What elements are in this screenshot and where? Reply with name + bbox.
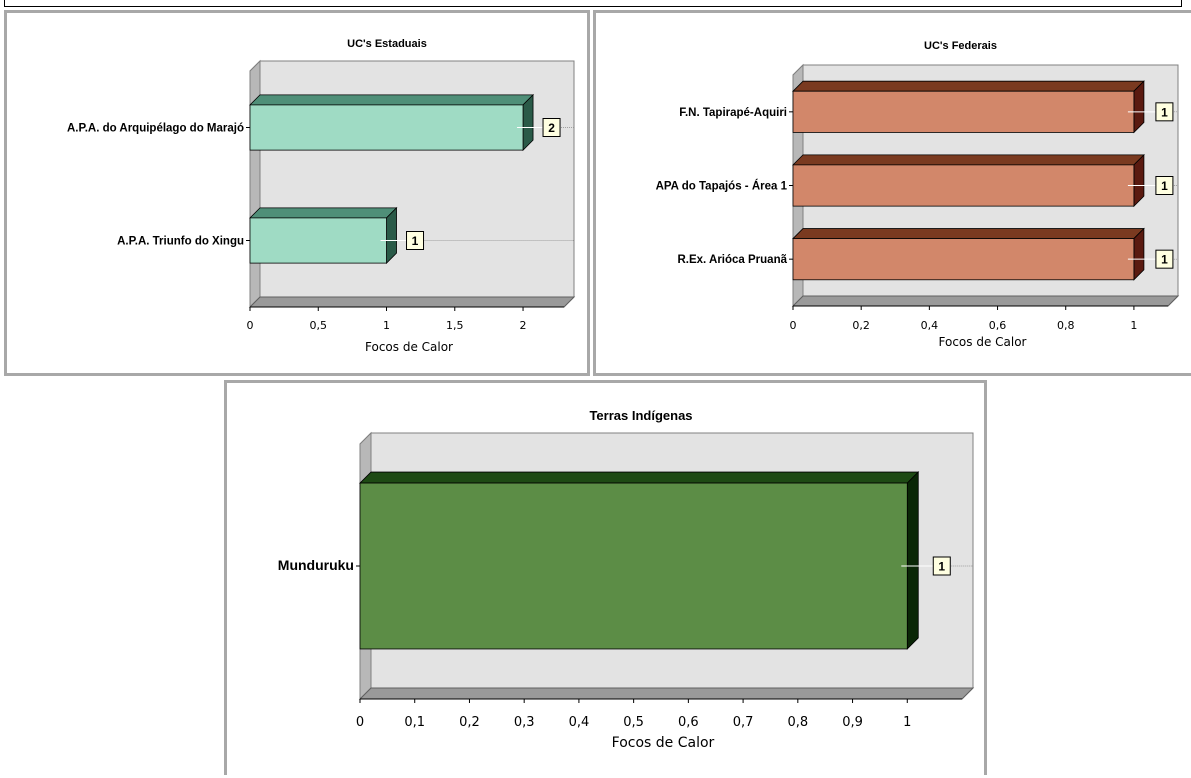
x-tick-label: 0,3 [514, 715, 535, 730]
bar [792, 164, 1135, 207]
chart-title: UC's Federais [924, 40, 997, 52]
bar [249, 104, 524, 151]
data-label-box [1155, 176, 1174, 195]
category-label: A.P.A. do Arquipélago do Marajó [67, 123, 244, 135]
bar-side-face [522, 93, 534, 152]
x-tick-label: 0 [247, 319, 254, 332]
bar [359, 482, 908, 650]
x-tick-label: 1,5 [446, 319, 464, 332]
x-tick-label: 0,5 [623, 715, 644, 730]
category-label: Munduruku [278, 557, 354, 573]
data-label-box [1155, 102, 1174, 122]
data-label: 1 [938, 560, 945, 574]
bar-top-face [792, 228, 1145, 239]
category-label: R.Ex. Arióca Pruanã [677, 254, 787, 266]
x-tick-label: 0,4 [569, 715, 590, 730]
x-tick-label: 0,9 [842, 715, 863, 730]
x-tick-label: 1 [383, 319, 390, 332]
chart-panel-uc-federais: UC's Federais F.N. Tapirapé-Aquiri 1 APA do… [593, 10, 1191, 376]
plot-floor [791, 295, 1180, 307]
x-tick-label: 0,7 [733, 715, 754, 730]
x-tick-label: 0,4 [921, 319, 939, 332]
x-tick-label: 0 [356, 715, 364, 730]
data-label: 1 [1161, 105, 1168, 119]
x-tick-label: 0,5 [310, 319, 328, 332]
data-label: 2 [548, 121, 555, 135]
data-label-box [932, 556, 951, 576]
bar-top-face [249, 207, 398, 219]
x-tick-label: 1 [903, 715, 911, 730]
bar-top-face [792, 154, 1145, 166]
bar [792, 238, 1135, 281]
chart-title: Terras Indígenas [589, 408, 692, 423]
category-label: APA do Tapajós - Área 1 [656, 180, 788, 193]
x-tick-label: 1 [1130, 319, 1137, 332]
x-tick-label: 2 [520, 319, 527, 332]
x-axis-label: Focos de Calor [365, 340, 453, 354]
x-tick-label: 0,2 [852, 319, 870, 332]
chart-uc-federais: UC's Federais F.N. Tapirapé-Aquiri 1 APA do… [656, 40, 1180, 349]
x-tick-label: 0,6 [989, 319, 1007, 332]
chart-panel-terras-indigenas: Terras Indígenas Munduruku 1 0 0,1 0,2 0,3 0,4 0… [224, 380, 987, 775]
chart-terras-indigenas: Terras Indígenas Munduruku 1 0 0,1 0,2 0,3 0,4 0… [278, 408, 975, 751]
plot-floor [358, 687, 975, 700]
bar-top-face [249, 94, 535, 106]
category-label: A.P.A. Triunfo do Xingu [117, 236, 244, 248]
x-tick-label: 0,6 [678, 715, 699, 730]
x-axis-label: Focos de Calor [612, 735, 715, 751]
data-label: 1 [1161, 253, 1168, 267]
x-tick-label: 0 [790, 319, 797, 332]
data-label-box [406, 231, 425, 250]
chart-title: UC's Estaduais [347, 38, 427, 50]
bar [792, 90, 1135, 133]
chart-panel-uc-estaduais: UC's Estaduais A.P.A. do Arquipélago do M… [4, 10, 590, 376]
x-tick-label: 0,8 [1057, 319, 1075, 332]
data-label: 1 [412, 234, 419, 248]
chart-uc-estaduais: UC's Estaduais A.P.A. do Arquipélago do M… [67, 38, 576, 354]
bar-side-face [386, 206, 397, 265]
plot-floor [248, 296, 576, 308]
data-label: 1 [1161, 179, 1168, 193]
x-axis-label: Focos de Calor [939, 335, 1027, 349]
x-tick-label: 0,2 [459, 715, 480, 730]
bar [249, 217, 387, 264]
top-frame-border [4, 0, 1182, 7]
data-label-box [1155, 249, 1174, 269]
bar-side-face [906, 471, 919, 650]
bar-top-face [359, 471, 920, 484]
x-tick-label: 0,8 [787, 715, 808, 730]
bar-top-face [792, 80, 1145, 92]
category-label: F.N. Tapirapé-Aquiri [679, 107, 787, 119]
x-tick-label: 0,1 [404, 715, 425, 730]
data-label-box [542, 118, 561, 137]
